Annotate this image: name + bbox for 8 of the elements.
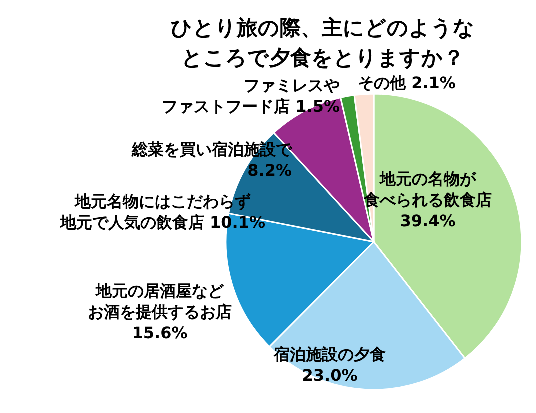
slice-label: 宿泊施設の夕食 — [273, 345, 386, 364]
data-label: 8.2% — [248, 161, 292, 180]
chart-title: ひとり旅の際、主にどのようなところで夕食をとりますか？ — [171, 16, 475, 70]
data-label: 23.0% — [302, 366, 358, 385]
data-label: 15.6% — [132, 324, 188, 342]
slice-label: 地元の居酒屋などお酒を提供するお店 — [88, 282, 232, 322]
data-label: 39.4% — [400, 212, 456, 230]
slice-label: その他 2.1% — [358, 74, 456, 92]
